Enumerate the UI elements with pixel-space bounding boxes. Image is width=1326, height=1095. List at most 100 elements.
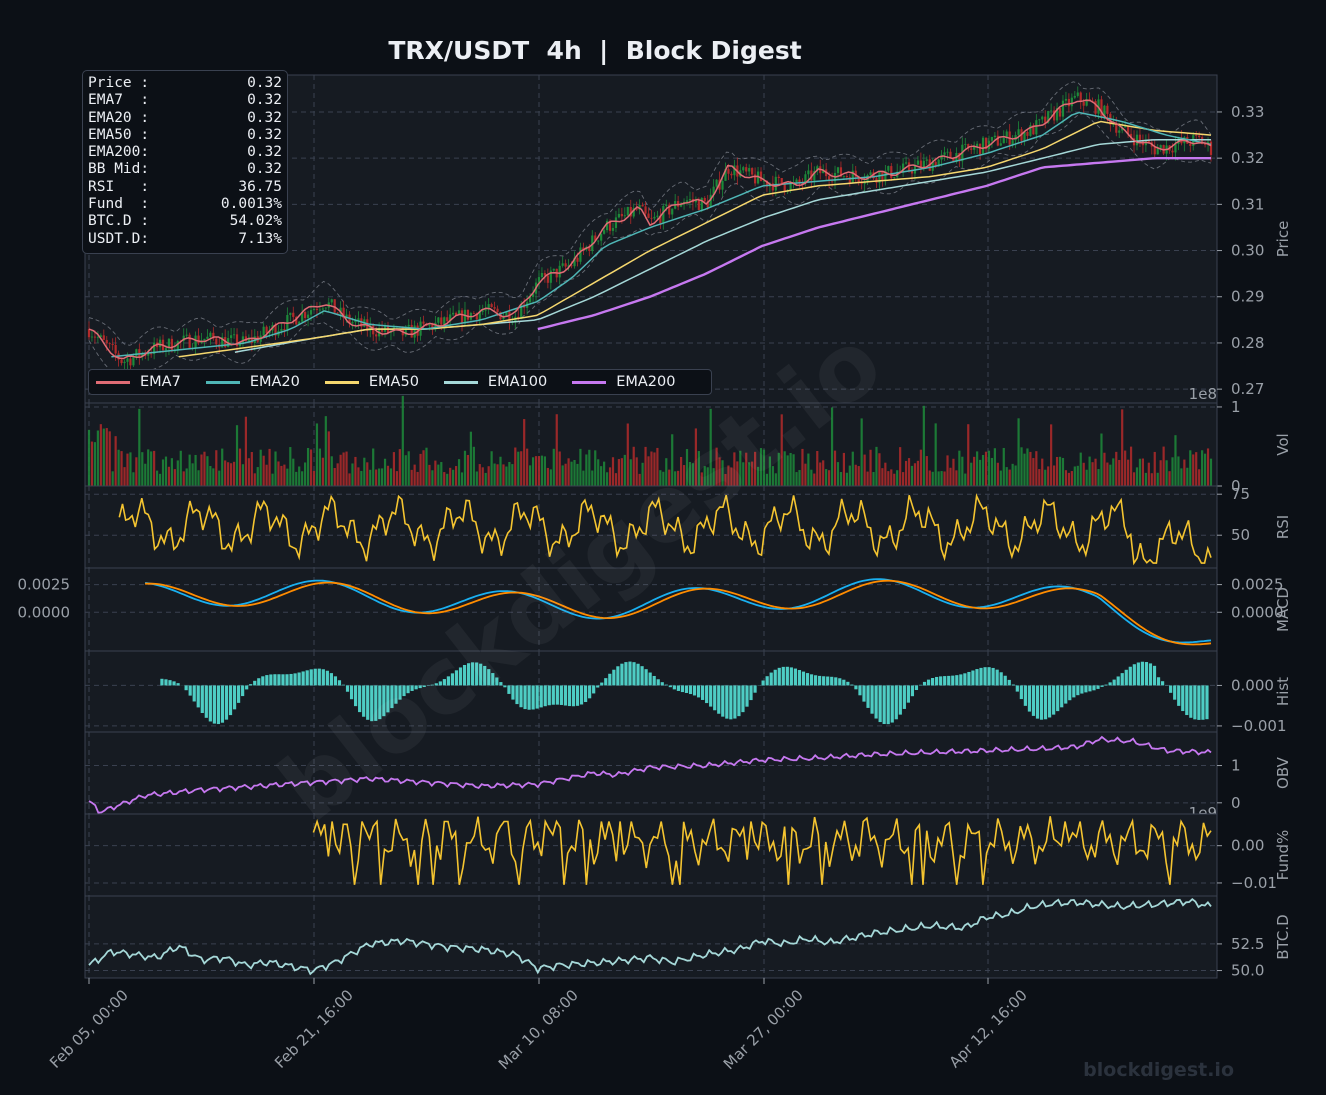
volume-bar [872,472,875,486]
candle-body [727,169,730,174]
legend-swatch [205,380,240,384]
histogram-bar [503,685,507,688]
candle-body [466,309,470,320]
info-value: 0.32 [247,109,282,126]
volume-bar [659,470,662,486]
volume-bar [981,454,985,486]
candle-body [463,309,467,324]
candle-body [1038,119,1041,121]
macd-panel [84,567,1218,652]
histogram-bar [471,662,475,686]
candle-body [221,337,224,348]
histogram-bar [519,685,523,708]
x-tick-label: Feb 05, 00:00 [46,986,132,1072]
histogram-bar [850,684,854,686]
volume-bar [961,456,964,486]
candle-body [765,180,769,187]
volume-bar [1011,463,1014,486]
histogram-bar [1193,685,1197,720]
volume-bar [185,468,188,486]
histogram-bar [273,674,277,686]
volume-bar [230,463,233,486]
volume-bar [1203,453,1207,486]
candle-body [1002,137,1005,144]
volume-bar [665,458,668,486]
candle-body [138,349,141,358]
info-value: 0.32 [247,75,282,91]
histogram-bar [402,685,406,697]
candle-body [369,325,372,331]
volume-bar [1002,447,1005,486]
volume-bar [887,471,890,486]
histogram-bar [442,679,446,686]
vol-ylabel: Vol [1274,433,1292,455]
candle-body [813,171,816,181]
candle-body [848,177,851,184]
histogram-bar [458,667,463,686]
volume-bar [668,469,671,486]
histogram-bar [951,675,955,686]
volume-bar [694,428,697,486]
volume-bar [978,459,982,486]
histogram-bar [341,684,346,686]
volume-bar [138,408,141,486]
volume-bar [780,414,783,486]
volume-bar [529,465,532,486]
volume-bar [691,463,695,486]
candle-body [150,353,153,355]
histogram-bar [636,663,640,686]
candle-body [120,359,123,364]
volume-bar [206,456,209,486]
volume-bar [170,458,173,486]
volume-bar [232,461,236,486]
histogram-bar [305,670,309,686]
candle-body [1094,101,1097,114]
candle-body [1026,131,1029,136]
volume-bar [588,449,591,486]
volume-bar [259,449,262,486]
volume-bar [141,452,144,486]
volume-bar [135,457,138,486]
volume-bar [203,451,206,486]
volume-bar [176,460,179,486]
histogram-bar [208,685,212,722]
series-line-btcd [88,898,1212,976]
histogram-bar [1092,685,1096,691]
volume-bar [828,470,831,486]
histogram-bar [571,685,576,707]
volume-bar [102,428,105,486]
histogram-bar [333,676,338,686]
volume-bar [1094,458,1097,486]
candle-body [795,179,798,183]
candle-body [946,151,949,153]
candle-body [828,176,831,181]
indicator-info-box: Price : 0.32 EMA7 : 0.32 EMA20 : 0.32 EMA50 : 0… [82,70,288,254]
candle-body [611,227,615,231]
histogram-bar [600,682,604,686]
info-value: 0.32 [247,126,282,143]
histogram-bar [224,685,229,720]
candle-body [1174,143,1177,153]
candle-body [993,135,996,138]
candle-body [842,176,846,177]
candle-body [351,322,354,324]
candle-body [1153,146,1156,155]
volume-bar [378,468,381,486]
histogram-bar [668,685,672,688]
volume-bar [558,451,561,486]
candle-body [721,180,724,190]
histogram-bar [705,685,709,704]
candle-body [730,173,733,176]
candle-body [762,180,766,182]
volume-bar [345,451,348,486]
macd-ytick-label: 0.0025 [1231,576,1284,594]
legend-item: EMA20 [205,374,300,390]
volume-bar [816,450,819,486]
volume-bar [582,470,585,486]
volume-bar [1041,458,1044,486]
series-line-obv [88,735,1212,814]
histogram-bar [886,685,890,725]
histogram-bar [834,677,838,686]
histogram-bar [265,675,269,686]
